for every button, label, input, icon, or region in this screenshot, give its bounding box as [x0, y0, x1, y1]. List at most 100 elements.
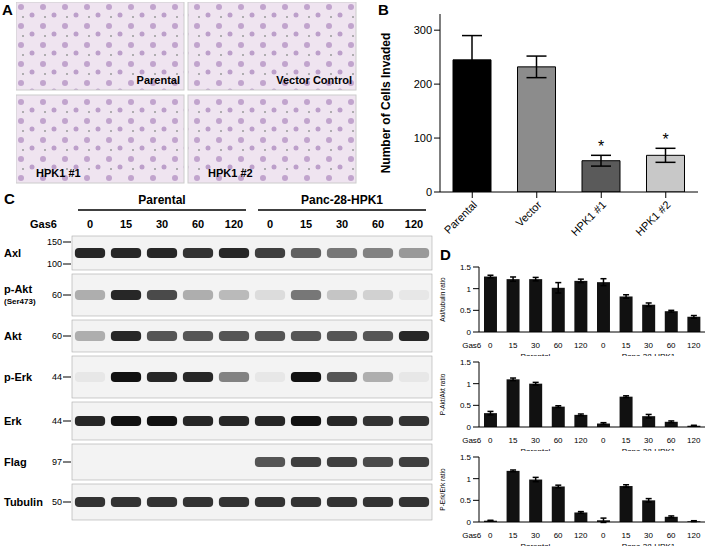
- svg-text:1: 1: [467, 475, 472, 484]
- svg-text:60: 60: [52, 290, 62, 300]
- svg-text:Panc-28-HPK1: Panc-28-HPK1: [622, 542, 676, 546]
- svg-text:30: 30: [336, 218, 348, 230]
- svg-text:C: C: [8, 190, 15, 207]
- svg-text:Gas6: Gas6: [462, 531, 482, 540]
- svg-text:30: 30: [531, 341, 540, 350]
- svg-text:0: 0: [601, 531, 606, 540]
- svg-text:15: 15: [621, 341, 630, 350]
- svg-text:Akt: Akt: [8, 330, 22, 342]
- svg-text:44: 44: [52, 416, 62, 426]
- svg-text:200: 200: [414, 78, 432, 90]
- svg-text:1: 1: [467, 380, 472, 389]
- svg-text:0: 0: [488, 531, 493, 540]
- svg-text:0.5: 0.5: [460, 401, 472, 410]
- svg-text:Gas6: Gas6: [30, 218, 57, 230]
- svg-text:Parental: Parental: [137, 74, 180, 86]
- svg-text:120: 120: [574, 341, 588, 350]
- svg-text:0: 0: [467, 328, 472, 337]
- svg-text:60: 60: [667, 531, 676, 540]
- svg-text:0: 0: [601, 341, 606, 350]
- svg-text:(Ser473): (Ser473): [8, 297, 36, 306]
- svg-text:Parental: Parental: [521, 352, 551, 356]
- svg-text:0.5: 0.5: [460, 306, 472, 315]
- svg-text:30: 30: [531, 436, 540, 445]
- svg-text:44: 44: [52, 372, 62, 382]
- svg-text:120: 120: [687, 341, 701, 350]
- svg-text:HPK1 #1: HPK1 #1: [36, 167, 81, 179]
- svg-text:Axl: Axl: [8, 247, 21, 259]
- svg-text:60: 60: [192, 218, 204, 230]
- svg-text:P-Erk/Erk ratio: P-Erk/Erk ratio: [439, 468, 446, 511]
- svg-text:p-Akt: p-Akt: [8, 283, 32, 295]
- svg-text:1.5: 1.5: [460, 263, 472, 272]
- svg-text:15: 15: [120, 218, 132, 230]
- svg-text:60: 60: [667, 341, 676, 350]
- svg-text:120: 120: [225, 218, 243, 230]
- svg-text:Erk: Erk: [8, 415, 23, 427]
- svg-text:Axl/tubulin ratio: Axl/tubulin ratio: [439, 277, 446, 322]
- svg-text:15: 15: [508, 436, 517, 445]
- svg-text:50: 50: [52, 497, 62, 507]
- svg-text:Vector Control: Vector Control: [276, 74, 352, 86]
- svg-text:1: 1: [467, 285, 472, 294]
- svg-text:HPK1 #2: HPK1 #2: [208, 167, 253, 179]
- svg-text:Flag: Flag: [8, 456, 27, 468]
- svg-text:60: 60: [554, 341, 563, 350]
- svg-text:0: 0: [467, 518, 472, 527]
- svg-text:0.5: 0.5: [460, 496, 472, 505]
- svg-text:15: 15: [508, 341, 517, 350]
- svg-text:Parental: Parental: [442, 198, 479, 235]
- svg-text:120: 120: [574, 436, 588, 445]
- svg-text:150: 150: [47, 237, 62, 247]
- svg-text:Vector: Vector: [513, 198, 544, 229]
- svg-text:Panc-28-HPK1: Panc-28-HPK1: [622, 352, 676, 356]
- svg-text:HPK1 #2: HPK1 #2: [633, 198, 673, 238]
- svg-text:60: 60: [554, 436, 563, 445]
- svg-text:0: 0: [267, 218, 273, 230]
- html-text:A: A: [2, 1, 13, 18]
- svg-text:100: 100: [414, 132, 432, 144]
- svg-text:0: 0: [601, 436, 606, 445]
- svg-text:HPK1 #1: HPK1 #1: [569, 198, 609, 238]
- svg-text:30: 30: [531, 531, 540, 540]
- svg-text:300: 300: [414, 24, 432, 36]
- svg-text:0: 0: [87, 218, 93, 230]
- svg-text:30: 30: [156, 218, 168, 230]
- svg-text:60: 60: [372, 218, 384, 230]
- svg-text:120: 120: [687, 531, 701, 540]
- svg-text:P-Akt/Akt ratio: P-Akt/Akt ratio: [439, 373, 446, 415]
- svg-text:100: 100: [47, 259, 62, 269]
- svg-text:120: 120: [687, 436, 701, 445]
- svg-text:30: 30: [644, 531, 653, 540]
- svg-text:Tubulin: Tubulin: [8, 496, 43, 508]
- svg-text:Parental: Parental: [521, 447, 551, 451]
- svg-text:Gas6: Gas6: [462, 341, 482, 350]
- svg-text:p-Erk: p-Erk: [8, 371, 33, 383]
- svg-text:Parental: Parental: [521, 542, 551, 546]
- svg-text:1.5: 1.5: [460, 358, 472, 367]
- svg-text:60: 60: [52, 331, 62, 341]
- svg-text:0: 0: [467, 423, 472, 432]
- svg-text:*: *: [598, 138, 604, 155]
- svg-text:Panc-28-HPK1: Panc-28-HPK1: [301, 193, 383, 207]
- svg-text:0: 0: [488, 341, 493, 350]
- svg-text:120: 120: [405, 218, 423, 230]
- svg-text:97: 97: [52, 457, 62, 467]
- svg-text:0: 0: [488, 436, 493, 445]
- svg-text:15: 15: [621, 531, 630, 540]
- svg-text:60: 60: [554, 531, 563, 540]
- svg-text:Panc-28-HPK1: Panc-28-HPK1: [622, 447, 676, 451]
- svg-text:30: 30: [644, 436, 653, 445]
- svg-text:120: 120: [574, 531, 588, 540]
- svg-text:15: 15: [621, 436, 630, 445]
- svg-text:0: 0: [426, 186, 432, 198]
- svg-text:60: 60: [667, 436, 676, 445]
- svg-text:Number of Cells Invaded: Number of Cells Invaded: [379, 33, 393, 174]
- svg-text:*: *: [662, 131, 668, 148]
- svg-text:Gas6: Gas6: [462, 436, 482, 445]
- svg-text:15: 15: [300, 218, 312, 230]
- svg-text:15: 15: [508, 531, 517, 540]
- svg-text:1.5: 1.5: [460, 453, 472, 462]
- svg-text:30: 30: [644, 341, 653, 350]
- svg-text:Parental: Parental: [138, 193, 185, 207]
